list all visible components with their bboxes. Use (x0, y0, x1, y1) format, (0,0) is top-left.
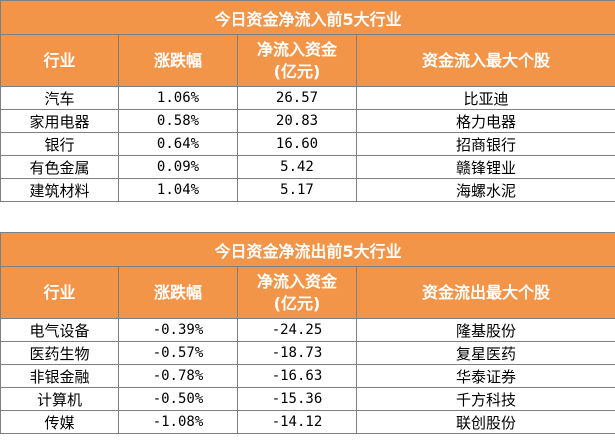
cell-net-flow: 5.17 (237, 178, 357, 202)
table-row: 传媒 -1.08% -14.12 联创股份 (0, 410, 615, 434)
cell-top-stock: 千方科技 (355, 387, 615, 411)
cell-top-stock: 隆基股份 (355, 318, 615, 342)
table-row: 非银金融 -0.78% -16.63 华泰证券 (0, 364, 615, 388)
cell-top-stock: 赣锋锂业 (355, 155, 615, 179)
header-top-stock: 资金流入最大个股 (355, 34, 615, 87)
header-net-flow-unit: (亿元) (273, 293, 321, 313)
table-row: 汽车 1.06% 26.57 比亚迪 (0, 86, 615, 110)
cell-change: 1.04% (118, 178, 238, 202)
cell-change: -0.39% (118, 318, 238, 342)
cell-net-flow: 26.57 (237, 86, 357, 110)
outflow-table: 今日资金净流出前5大行业 行业 涨跌幅 净流入资金 (亿元) 资金流出最大个股 … (0, 232, 615, 434)
cell-top-stock: 复星医药 (355, 341, 615, 365)
cell-top-stock: 华泰证券 (355, 364, 615, 388)
outflow-table-title: 今日资金净流出前5大行业 (0, 232, 615, 267)
cell-change: -0.57% (118, 341, 238, 365)
cell-net-flow: -24.25 (237, 318, 357, 342)
cell-industry: 家用电器 (0, 109, 119, 133)
cell-net-flow: -14.12 (237, 410, 357, 434)
header-change: 涨跌幅 (118, 34, 238, 87)
header-top-stock: 资金流出最大个股 (355, 266, 615, 319)
cell-top-stock: 格力电器 (355, 109, 615, 133)
table-row: 计算机 -0.50% -15.36 千方科技 (0, 387, 615, 411)
cell-net-flow: 16.60 (237, 132, 357, 156)
cell-change: -0.50% (118, 387, 238, 411)
cell-industry: 有色金属 (0, 155, 119, 179)
cell-net-flow: 5.42 (237, 155, 357, 179)
header-net-flow-label: 净流入资金 (256, 271, 337, 291)
header-net-flow-unit: (亿元) (273, 61, 321, 81)
header-industry: 行业 (0, 34, 119, 87)
cell-industry: 非银金融 (0, 364, 119, 388)
inflow-table: 今日资金净流入前5大行业 行业 涨跌幅 净流入资金 (亿元) 资金流入最大个股 … (0, 0, 615, 202)
cell-top-stock: 联创股份 (355, 410, 615, 434)
table-row: 电气设备 -0.39% -24.25 隆基股份 (0, 318, 615, 342)
table-row: 银行 0.64% 16.60 招商银行 (0, 132, 615, 156)
cell-change: 0.64% (118, 132, 238, 156)
cell-industry: 计算机 (0, 387, 119, 411)
cell-top-stock: 海螺水泥 (355, 178, 615, 202)
cell-net-flow: -15.36 (237, 387, 357, 411)
cell-industry: 电气设备 (0, 318, 119, 342)
cell-industry: 建筑材料 (0, 178, 119, 202)
cell-change: -0.78% (118, 364, 238, 388)
cell-change: -1.08% (118, 410, 238, 434)
cell-industry: 汽车 (0, 86, 119, 110)
table-row: 医药生物 -0.57% -18.73 复星医药 (0, 341, 615, 365)
cell-net-flow: 20.83 (237, 109, 357, 133)
header-change: 涨跌幅 (118, 266, 238, 319)
cell-top-stock: 招商银行 (355, 132, 615, 156)
cell-net-flow: -16.63 (237, 364, 357, 388)
cell-industry: 银行 (0, 132, 119, 156)
cell-industry: 医药生物 (0, 341, 119, 365)
header-net-flow-label: 净流入资金 (256, 39, 337, 59)
table-row: 有色金属 0.09% 5.42 赣锋锂业 (0, 155, 615, 179)
table-row: 家用电器 0.58% 20.83 格力电器 (0, 109, 615, 133)
cell-change: 1.06% (118, 86, 238, 110)
cell-change: 0.58% (118, 109, 238, 133)
cell-change: 0.09% (118, 155, 238, 179)
cell-industry: 传媒 (0, 410, 119, 434)
inflow-table-title: 今日资金净流入前5大行业 (0, 0, 615, 35)
header-net-flow: 净流入资金 (亿元) (237, 34, 357, 87)
cell-top-stock: 比亚迪 (355, 86, 615, 110)
table-row: 建筑材料 1.04% 5.17 海螺水泥 (0, 178, 615, 202)
header-industry: 行业 (0, 266, 119, 319)
cell-net-flow: -18.73 (237, 341, 357, 365)
header-net-flow: 净流入资金 (亿元) (237, 266, 357, 319)
